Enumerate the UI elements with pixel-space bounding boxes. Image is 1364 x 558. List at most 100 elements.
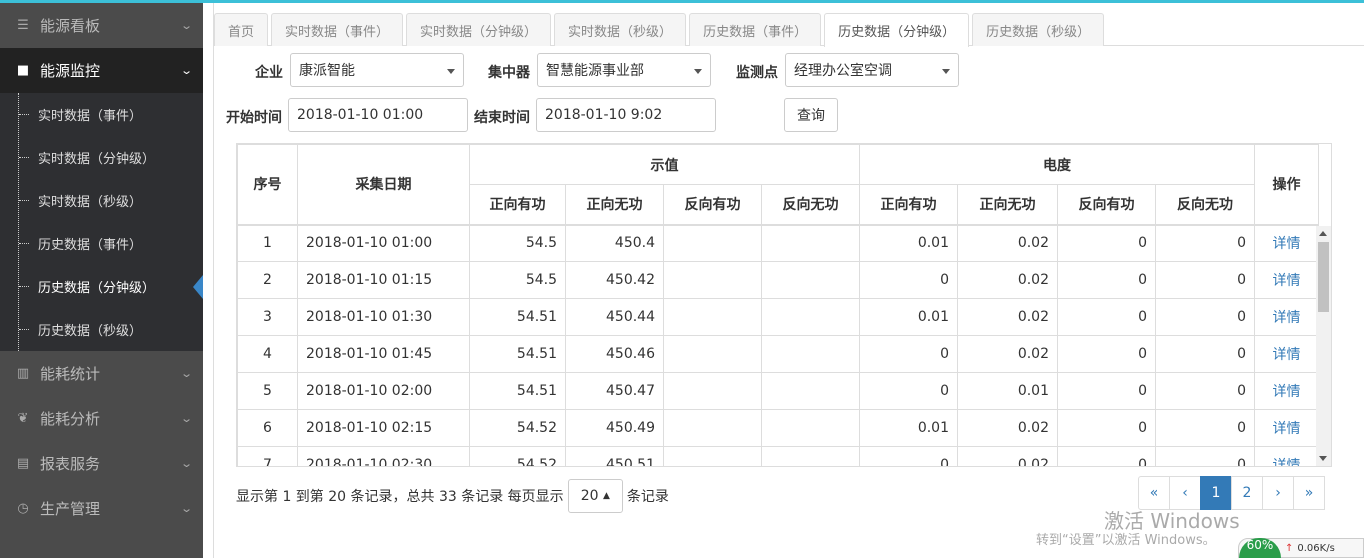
table-row: 2 2018-01-10 01:15 54.5 450.42 0 0.02 0 0 详情 [237,261,1319,299]
chevron-down-icon [694,69,702,74]
page-size-select[interactable]: 20 ▲ [567,479,623,513]
upload-arrow-icon: ↑ [1285,542,1294,554]
company-value: 康派智能 [299,63,355,79]
detail-link[interactable]: 详情 [1272,384,1301,400]
submenu-item[interactable]: 历史数据（事件） [0,222,203,265]
sidebar-item-label: 生产管理 [40,500,101,518]
company-select[interactable]: 康派智能 [290,53,464,87]
detail-link[interactable]: 详情 [1272,236,1301,253]
page-button[interactable]: 2 [1231,476,1263,510]
table-cell: 0 [1057,261,1156,299]
table-cell [761,298,860,336]
subheader: 反向无功 [1155,184,1255,225]
table-cell [761,372,860,410]
table-row: 6 2018-01-10 02:15 54.52 450.49 0.01 0.02 0 0 详情 [237,409,1319,447]
leaf-icon: ❦ [17,411,29,426]
table-cell: 0 [859,446,958,466]
list-icon: ▤ [16,456,30,471]
detail-link[interactable]: 详情 [1272,310,1301,326]
submenu-item[interactable]: 历史数据（秒级） [0,308,203,351]
sidebar-item-1[interactable]: ■ 能源监控 ⌄ [0,48,203,93]
table-cell: 2018-01-10 02:00 [297,372,470,410]
page-button[interactable]: ‹ [1169,476,1201,510]
table-cell: 0 [1155,372,1255,410]
submenu-item[interactable]: 实时数据（秒级） [0,179,203,222]
submenu-item[interactable]: 实时数据（事件） [0,93,203,136]
query-button[interactable]: 查询 [784,98,838,132]
table-cell: 450.4 [565,224,664,262]
tab-1[interactable]: 实时数据（事件） [271,13,404,46]
submenu: 实时数据（事件） 实时数据（分钟级） 实时数据（秒级） 历史数据（事件） 历史数据（分钟… [0,93,203,351]
pagination-info: 显示第 1 到第 20 条记录，总共 33 条记录 每页显示 20 ▲ 条记录 [236,479,669,513]
submenu-item[interactable]: 历史数据（分钟级） [0,265,203,308]
subheader: 反向无功 [761,184,860,225]
table-cell: 0.02 [957,224,1058,262]
cpu-percent: 60% [1239,538,1281,558]
table-cell: 2018-01-10 01:30 [297,298,470,336]
end-label: 结束时间 [474,110,530,126]
activation-watermark-hint: 转到“设置”以激活 Windows。 [1036,533,1216,548]
scroll-thumb[interactable] [1318,242,1329,312]
page-button[interactable]: 1 [1200,476,1232,510]
sidebar-item-label: 能耗统计 [40,365,101,383]
table-cell: 0.02 [957,261,1058,299]
tab-5[interactable]: 历史数据（分钟级） [824,13,970,47]
table-cell: 1 [237,224,298,262]
sidebar-item-0[interactable]: ☰ 能源看板 ⌄ [0,3,203,48]
page-button[interactable]: » [1293,476,1325,510]
table-cell: 54.51 [469,298,566,336]
sidebar-item-4[interactable]: ▤ 报表服务 ⌄ [0,441,203,486]
table-cell [761,409,860,447]
table-cell [663,446,762,466]
submenu-item[interactable]: 实时数据（分钟级） [0,136,203,179]
table-cell: 54.51 [469,372,566,410]
sidebar-item-3[interactable]: ❦ 能耗分析 ⌄ [0,396,203,441]
chevron-down-icon: ⌄ [179,19,193,32]
page-button[interactable]: « [1138,476,1170,510]
tab-6[interactable]: 历史数据（秒级） [972,13,1105,46]
server-icon: ☰ [17,18,29,33]
table-cell: 0 [1155,298,1255,336]
table-cell: 0 [1155,261,1255,299]
table-cell: 54.52 [469,446,566,466]
tab-4[interactable]: 历史数据（事件） [689,13,822,46]
table-cell: 2 [237,261,298,299]
table-cell: 54.5 [469,261,566,299]
table-cell: 0.02 [957,298,1058,336]
subheader: 正向无功 [565,184,664,225]
table-cell: 0 [1155,335,1255,373]
start-time-input[interactable]: 2018-01-10 01:00 [288,98,468,132]
scroll-down-icon[interactable] [1319,456,1327,461]
page-button[interactable]: › [1262,476,1294,510]
tab-2[interactable]: 实时数据（分钟级） [406,13,552,46]
scroll-up-icon[interactable] [1319,231,1327,236]
concentrator-select[interactable]: 智慧能源事业部 [537,53,711,87]
detail-link[interactable]: 详情 [1272,421,1301,437]
tab-3[interactable]: 实时数据（秒级） [554,13,687,46]
table-cell: 3 [237,298,298,336]
records-suffix: 条记录 [626,489,669,505]
table-cell: 0.02 [957,335,1058,373]
table-scrollbar[interactable] [1316,226,1331,466]
table-cell: 2018-01-10 01:00 [297,224,470,262]
chevron-down-icon [447,69,455,74]
end-time-input[interactable]: 2018-01-10 9:02 [536,98,716,132]
detail-link[interactable]: 详情 [1272,273,1301,289]
table-cell: 2018-01-10 01:45 [297,335,470,373]
table-cell: 450.49 [565,409,664,447]
table-cell: 2018-01-10 02:15 [297,409,470,447]
point-select[interactable]: 经理办公室空调 [785,53,959,87]
data-table: 序号 采集日期 示值 电度 操作 正向有功 正向无功 反向有功 反向无功 正向有功 正向无… [236,143,1332,467]
detail-link[interactable]: 详情 [1272,347,1301,363]
point-label: 监测点 [736,65,778,81]
table-cell: 0.01 [859,224,958,262]
tab-0[interactable]: 首页 [214,13,269,46]
detail-link[interactable]: 详情 [1272,458,1301,467]
sidebar-item-5[interactable]: ◷ 生产管理 ⌄ [0,486,203,531]
company-label: 企业 [255,65,283,81]
table-cell: 0 [1155,446,1255,466]
sidebar-item-2[interactable]: ▥ 能耗统计 ⌄ [0,351,203,396]
page-size-value: 20 [580,488,599,504]
table-cell: 0 [1155,224,1255,262]
concentrator-value: 智慧能源事业部 [546,63,644,79]
